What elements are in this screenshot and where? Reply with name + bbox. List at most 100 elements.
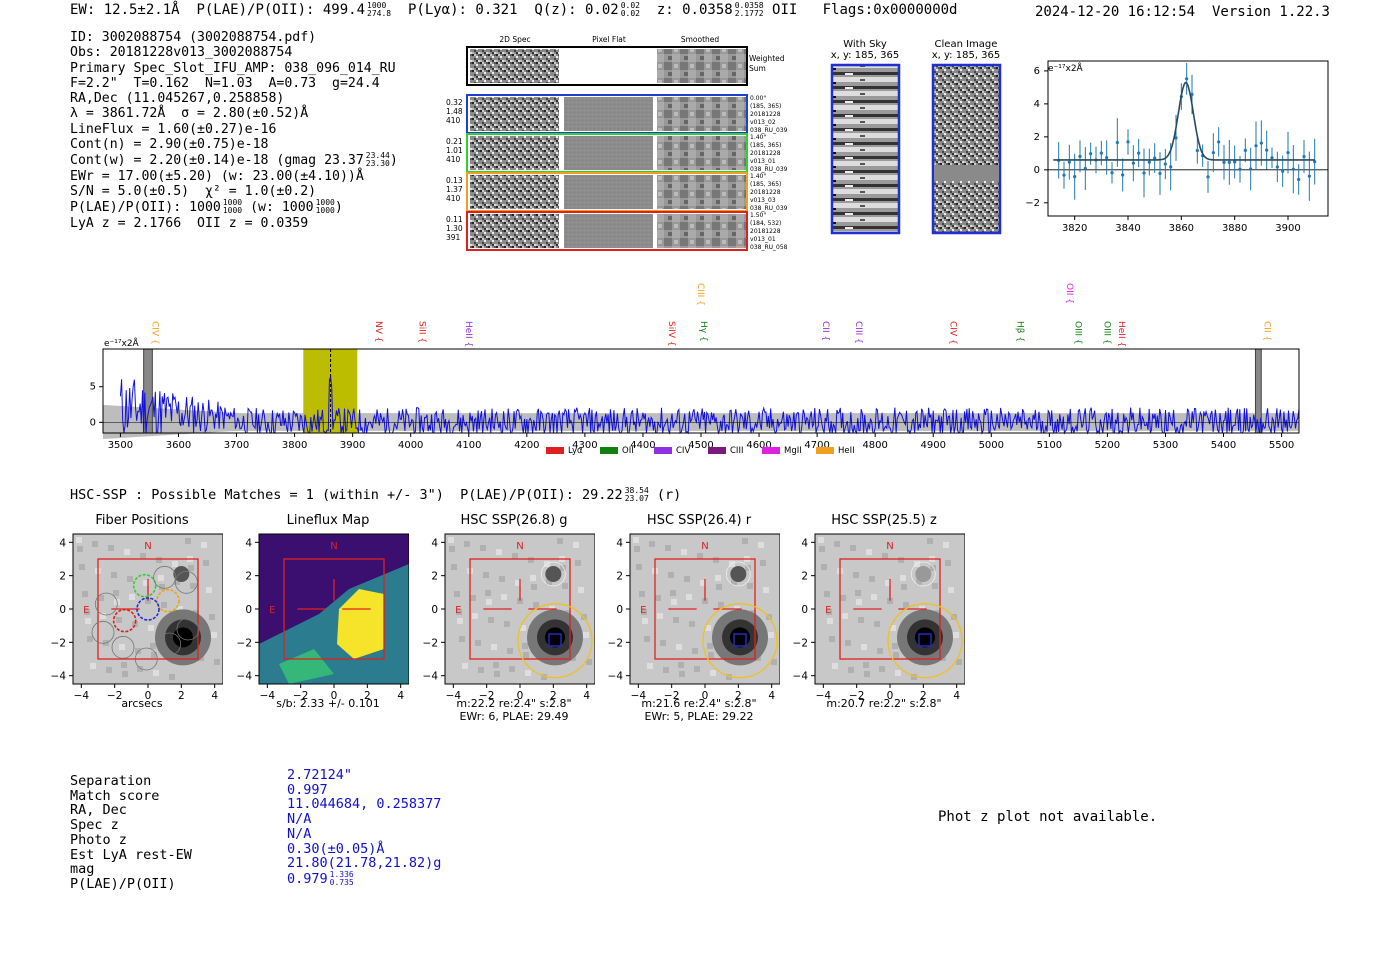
cutout-ytick: −2 — [51, 637, 66, 649]
fiber-left-label: 0.11 — [446, 215, 463, 224]
emission-line-label: OIII { — [1102, 321, 1112, 345]
zoom-xtick: 3820 — [1062, 223, 1087, 234]
col-smoothed: Smoothed — [681, 35, 720, 44]
cutout-ytick: 2 — [616, 571, 623, 583]
legend-label: MgII — [784, 446, 802, 456]
match-value: 0.30(±0.05)Å — [287, 840, 385, 857]
match-values: 2.72124" 0.997 11.044684, 0.258377 N/A N/A 0.… — [287, 768, 441, 887]
fiber-left-label: 410 — [446, 194, 461, 203]
cutout-ytick: 0 — [801, 604, 808, 616]
north-label: N — [701, 541, 708, 552]
cutout-title: HSC SSP(26.4) r — [646, 513, 752, 528]
header-summary: EW: 12.5±2.1Å P(LAE)/P(OII): 499.4 1000 27… — [70, 1, 957, 19]
cutout-xtick: 2 — [364, 690, 371, 700]
plae-header-range: 1000 274.8 — [367, 1, 392, 18]
north-label: N — [144, 541, 151, 552]
cutout-xtick: −4 — [631, 690, 647, 700]
spectrum-xtick: 5100 — [1037, 440, 1062, 451]
cutout-ytick: 4 — [431, 537, 438, 549]
fiber-right-label: 20181228 — [750, 111, 781, 118]
match-marker — [733, 633, 747, 647]
emission-line-label: SiIV { — [666, 321, 676, 347]
fiber-right-label: 20181228 — [750, 228, 781, 235]
photz-message: Phot z plot not available. — [938, 809, 1158, 825]
clean-image — [931, 63, 1002, 235]
zoom-ytick: 4 — [1034, 99, 1040, 110]
cutout-title: Lineflux Map — [286, 513, 370, 528]
spectrum-xtick: 4300 — [572, 440, 597, 451]
full-spectrum-plot: e⁻¹⁷x2Å 3500 3600 3700 3800 3900 4000 4100 4200… — [90, 283, 1300, 456]
search-box — [654, 558, 756, 660]
cutout-ytick: 0 — [245, 604, 252, 616]
info-lambda: λ = 3861.72Å σ = 2.80(±0.52)Å — [70, 106, 309, 122]
east-label: E — [269, 605, 275, 616]
info-id: ID: 3002088754 (3002088754.pdf) — [70, 30, 317, 45]
fiber-left-label: 0.32 — [446, 98, 463, 107]
cutout-xtick: 2 — [920, 690, 927, 700]
fiber-right-label: 20181228 — [750, 150, 781, 157]
fiber-left-label: 391 — [446, 233, 461, 242]
fiber-right-label: 0.00" — [750, 95, 766, 102]
spec2d-panel: 2D Spec Pixel Flat Smoothed Weighted Sum… — [446, 35, 788, 251]
fiber-circle — [112, 608, 137, 633]
info-obs: Obs: 20181228v013_3002088754 — [70, 45, 293, 61]
zoom-ytick: 2 — [1034, 132, 1040, 143]
match-aperture — [517, 603, 593, 679]
detection-info: ID: 3002088754 (3002088754.pdf) Obs: 201… — [70, 30, 398, 231]
cutout-ytick: 2 — [245, 571, 252, 583]
match-label: Photo z — [70, 831, 127, 848]
cutout-caption: EWr: 5, PLAE: 29.22 — [644, 710, 754, 723]
fiber-2d-spec — [470, 136, 559, 170]
zoom-unit: e⁻¹⁷x2Å — [1048, 62, 1084, 74]
cutout-caption: arcsecs — [121, 697, 163, 710]
spectrum-xtick: 3600 — [166, 440, 191, 451]
cutout-xtick: 2 — [550, 690, 557, 700]
fiber-left-label: 1.01 — [446, 146, 463, 155]
cutout-image: N E 4 2 0 −2 −4 −4 −2 0 2 4 — [608, 533, 780, 700]
plae-header: P(LAE)/P(OII): 499.4 — [196, 2, 366, 18]
weighted-label-2: Sum — [749, 64, 766, 73]
legend-label: HeII — [838, 446, 855, 456]
fiber-right-label: v013_01 — [750, 158, 776, 165]
emission-line-label: CIV { — [948, 321, 958, 345]
cutout-xtick: −4 — [74, 690, 90, 700]
emission-line-label: HeII { — [1116, 321, 1126, 347]
cutout-title: HSC SSP(25.5) z — [831, 513, 937, 528]
fiber-circle — [156, 588, 180, 613]
spectrum-unit: e⁻¹⁷x2Å — [104, 337, 140, 349]
cutout-xtick: 4 — [768, 690, 775, 700]
zoom-ytick: 0 — [1034, 165, 1040, 176]
search-box — [283, 558, 385, 660]
north-label: N — [516, 541, 523, 552]
cutout-xtick: 4 — [397, 690, 404, 700]
cutout-xtick: 0 — [331, 690, 338, 700]
emission-line-label: NV { — [373, 321, 383, 342]
cutout-caption: m:21.6 re:2.4" s:2.8" — [641, 697, 757, 710]
match-label: mag — [70, 861, 95, 878]
version: Version 1.22.3 — [1211, 4, 1330, 20]
cutout-caption: s/b: 2.33 +/- 0.101 — [276, 697, 380, 710]
fiber-right-label: 20181228 — [750, 189, 781, 196]
with-sky-image — [830, 63, 901, 235]
east-label: E — [640, 605, 646, 616]
fiber-left-label: 410 — [446, 155, 461, 164]
with-sky-xy: x, y: 185, 365 — [831, 50, 900, 61]
match-value: 0.997 — [287, 781, 328, 798]
info-contn: Cont(n) = 2.90(±0.75)e-18 — [70, 137, 269, 153]
legend-swatch — [762, 447, 780, 454]
info-primary: Primary Spec_Slot_IFU_AMP: 038_096_014_R… — [70, 60, 396, 76]
z-range: 0.0358 2.1772 — [734, 1, 764, 18]
legend-swatch — [654, 447, 672, 454]
cutout-image: N E 4 2 0 −2 −4 −4 −2 0 2 4 — [51, 533, 223, 700]
header-meta: 2024-12-20 16:12:54 Version 1.22.3 — [1035, 4, 1330, 20]
fiber-left-label: 1.48 — [446, 107, 463, 116]
weighted-smoothed — [657, 49, 746, 83]
spectrum-xtick: 5400 — [1211, 440, 1236, 451]
weighted-label-1: Weighted — [749, 54, 785, 63]
north-label: N — [330, 541, 337, 552]
cutout-ytick: 4 — [616, 537, 623, 549]
fiber-pixel-flat — [564, 175, 653, 209]
cutout-xtick: −2 — [479, 690, 494, 700]
spectrum-ytick: 0 — [90, 417, 96, 428]
